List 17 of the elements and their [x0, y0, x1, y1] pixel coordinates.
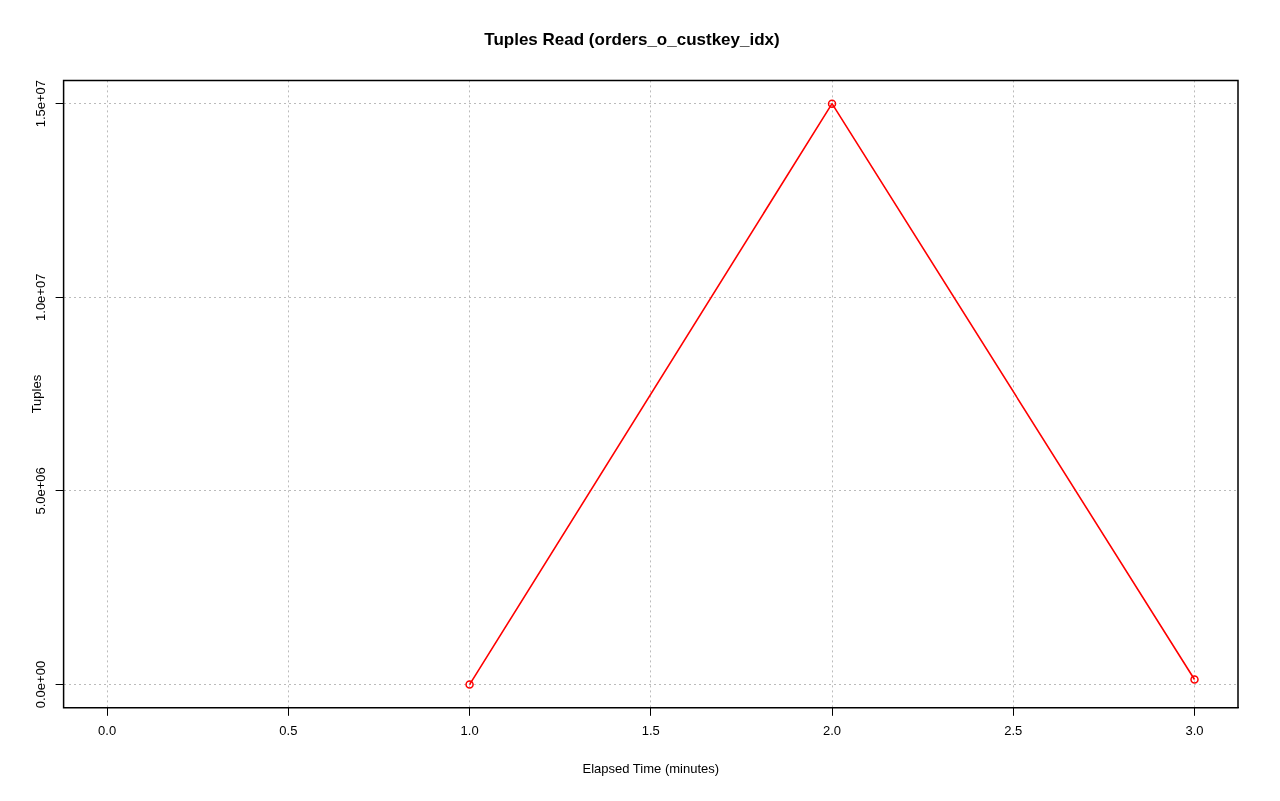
- x-tick-label: 2.0: [823, 723, 842, 739]
- y-axis-title: Tuples: [29, 374, 45, 414]
- chart-title: Tuples Read (orders_o_custkey_idx): [484, 29, 780, 49]
- point: [465, 680, 474, 689]
- x-axis-title: Elapsed Time (minutes): [582, 760, 720, 776]
- y-tick-label: 1.0e+07: [33, 273, 49, 321]
- x-tick-label: 1.5: [641, 723, 660, 739]
- x-tick-label: 0.5: [279, 723, 298, 739]
- y-tick-label: 5.0e+06: [33, 467, 49, 515]
- y-tick-label: 0.0e+00: [33, 660, 49, 709]
- y-tick-label: 1.5e+07: [33, 79, 49, 128]
- x-tick-label: 1.0: [460, 723, 479, 739]
- point: [827, 99, 837, 108]
- point: [1190, 675, 1199, 684]
- x-tick-label: 0.0: [98, 723, 117, 739]
- x-tick-label: 2.5: [1004, 723, 1023, 739]
- x-tick-label: 3.0: [1185, 723, 1204, 739]
